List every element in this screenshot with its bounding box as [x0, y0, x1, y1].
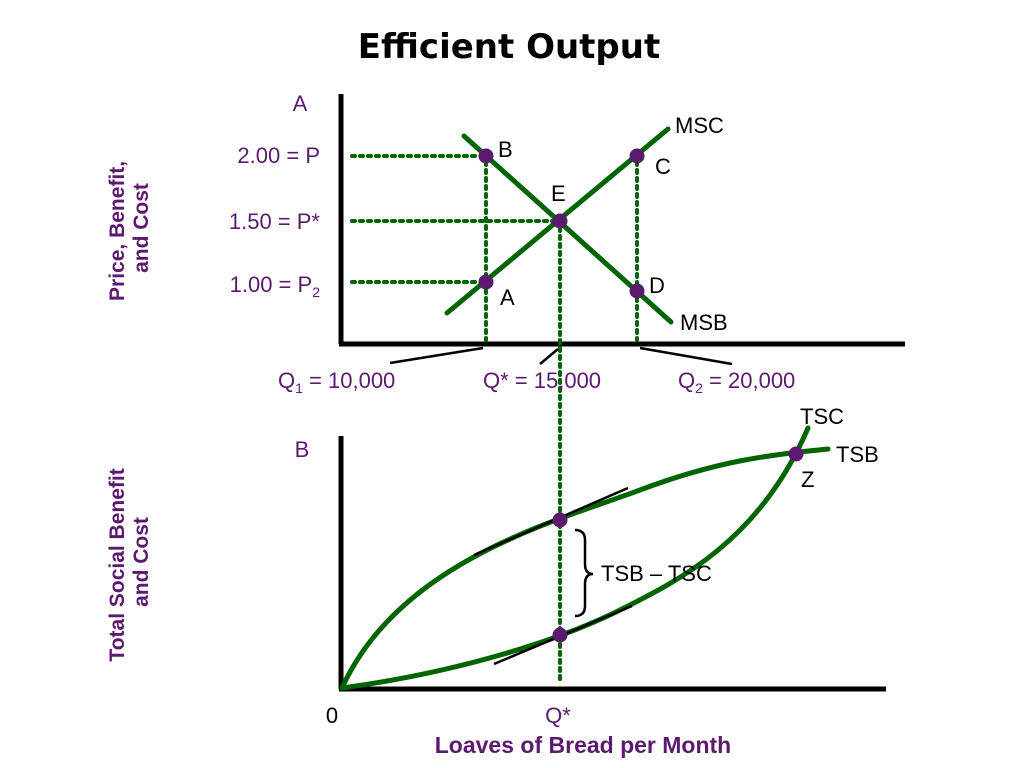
gap-label: TSB – TSC	[601, 561, 712, 586]
q2-label-sub: 2	[695, 380, 703, 396]
tsb-label: TSB	[836, 442, 879, 467]
q2-label-rest: = 20,000	[703, 368, 795, 393]
q1-label-main: Q	[278, 368, 295, 393]
top-panel: Price, Benefit, and Cost A 2.00 = P 1.50…	[106, 91, 905, 682]
price-label-p2-main: 1.00 = P	[230, 272, 313, 297]
price-label-p: 2.00 = P	[237, 143, 320, 168]
point-a	[478, 274, 494, 290]
point-b	[478, 148, 494, 164]
msc-label: MSC	[675, 113, 724, 138]
point-z-label: Z	[801, 467, 814, 492]
point-c	[629, 148, 645, 164]
bottom-y-axis-title-line1: Total Social Benefit	[106, 468, 129, 661]
tsb-curve	[339, 446, 831, 691]
q2-label-main: Q	[678, 368, 695, 393]
top-panel-label: A	[293, 91, 308, 116]
point-b-label: B	[498, 137, 513, 162]
q1-label-sub: 1	[295, 380, 303, 396]
q-star-leader	[539, 348, 559, 365]
point-d-label: D	[649, 273, 665, 298]
top-y-axis-title-line1: Price, Benefit,	[106, 161, 129, 301]
price-label-p2-sub: 2	[312, 284, 320, 300]
x-origin-label: 0	[326, 703, 338, 728]
top-y-axis-title: Price, Benefit, and Cost	[106, 155, 153, 301]
point-e-label: E	[551, 181, 566, 206]
point-d	[629, 283, 645, 299]
tsb-tangent	[473, 486, 629, 557]
bottom-panel: Total Social Benefit and Cost B TSC TSB …	[106, 404, 886, 758]
tsc-curve	[339, 425, 811, 691]
msb-label: MSB	[680, 310, 728, 335]
price-label-p2: 1.00 = P2	[230, 272, 321, 300]
tsc-label: TSC	[800, 404, 844, 429]
x-q-star-label: Q*	[545, 703, 571, 728]
q1-label-rest: = 10,000	[303, 368, 395, 393]
gap-brace	[574, 528, 594, 618]
q1-label: Q1 = 10,000	[278, 368, 395, 396]
q-star-label: Q* = 15,000	[483, 368, 601, 393]
point-z	[788, 446, 804, 462]
tsc-point-at-q-star	[552, 627, 568, 643]
tsb-point-at-q-star	[552, 512, 568, 528]
q1-leader	[389, 346, 484, 365]
point-a-label: A	[500, 285, 515, 310]
x-axis-title: Loaves of Bread per Month	[435, 732, 731, 758]
slide-title: Efficient Output	[358, 27, 660, 67]
q2-leader	[639, 346, 733, 366]
top-y-axis-title-line2: and Cost	[130, 183, 153, 273]
bottom-y-axis-title: Total Social Benefit and Cost	[106, 462, 153, 661]
point-c-label: C	[655, 154, 671, 179]
price-label-p-star: 1.50 = P*	[229, 209, 321, 234]
bottom-y-axis-title-line2: and Cost	[130, 517, 153, 607]
bottom-panel-label: B	[295, 437, 310, 462]
point-e	[552, 213, 568, 229]
q2-label: Q2 = 20,000	[678, 368, 795, 396]
